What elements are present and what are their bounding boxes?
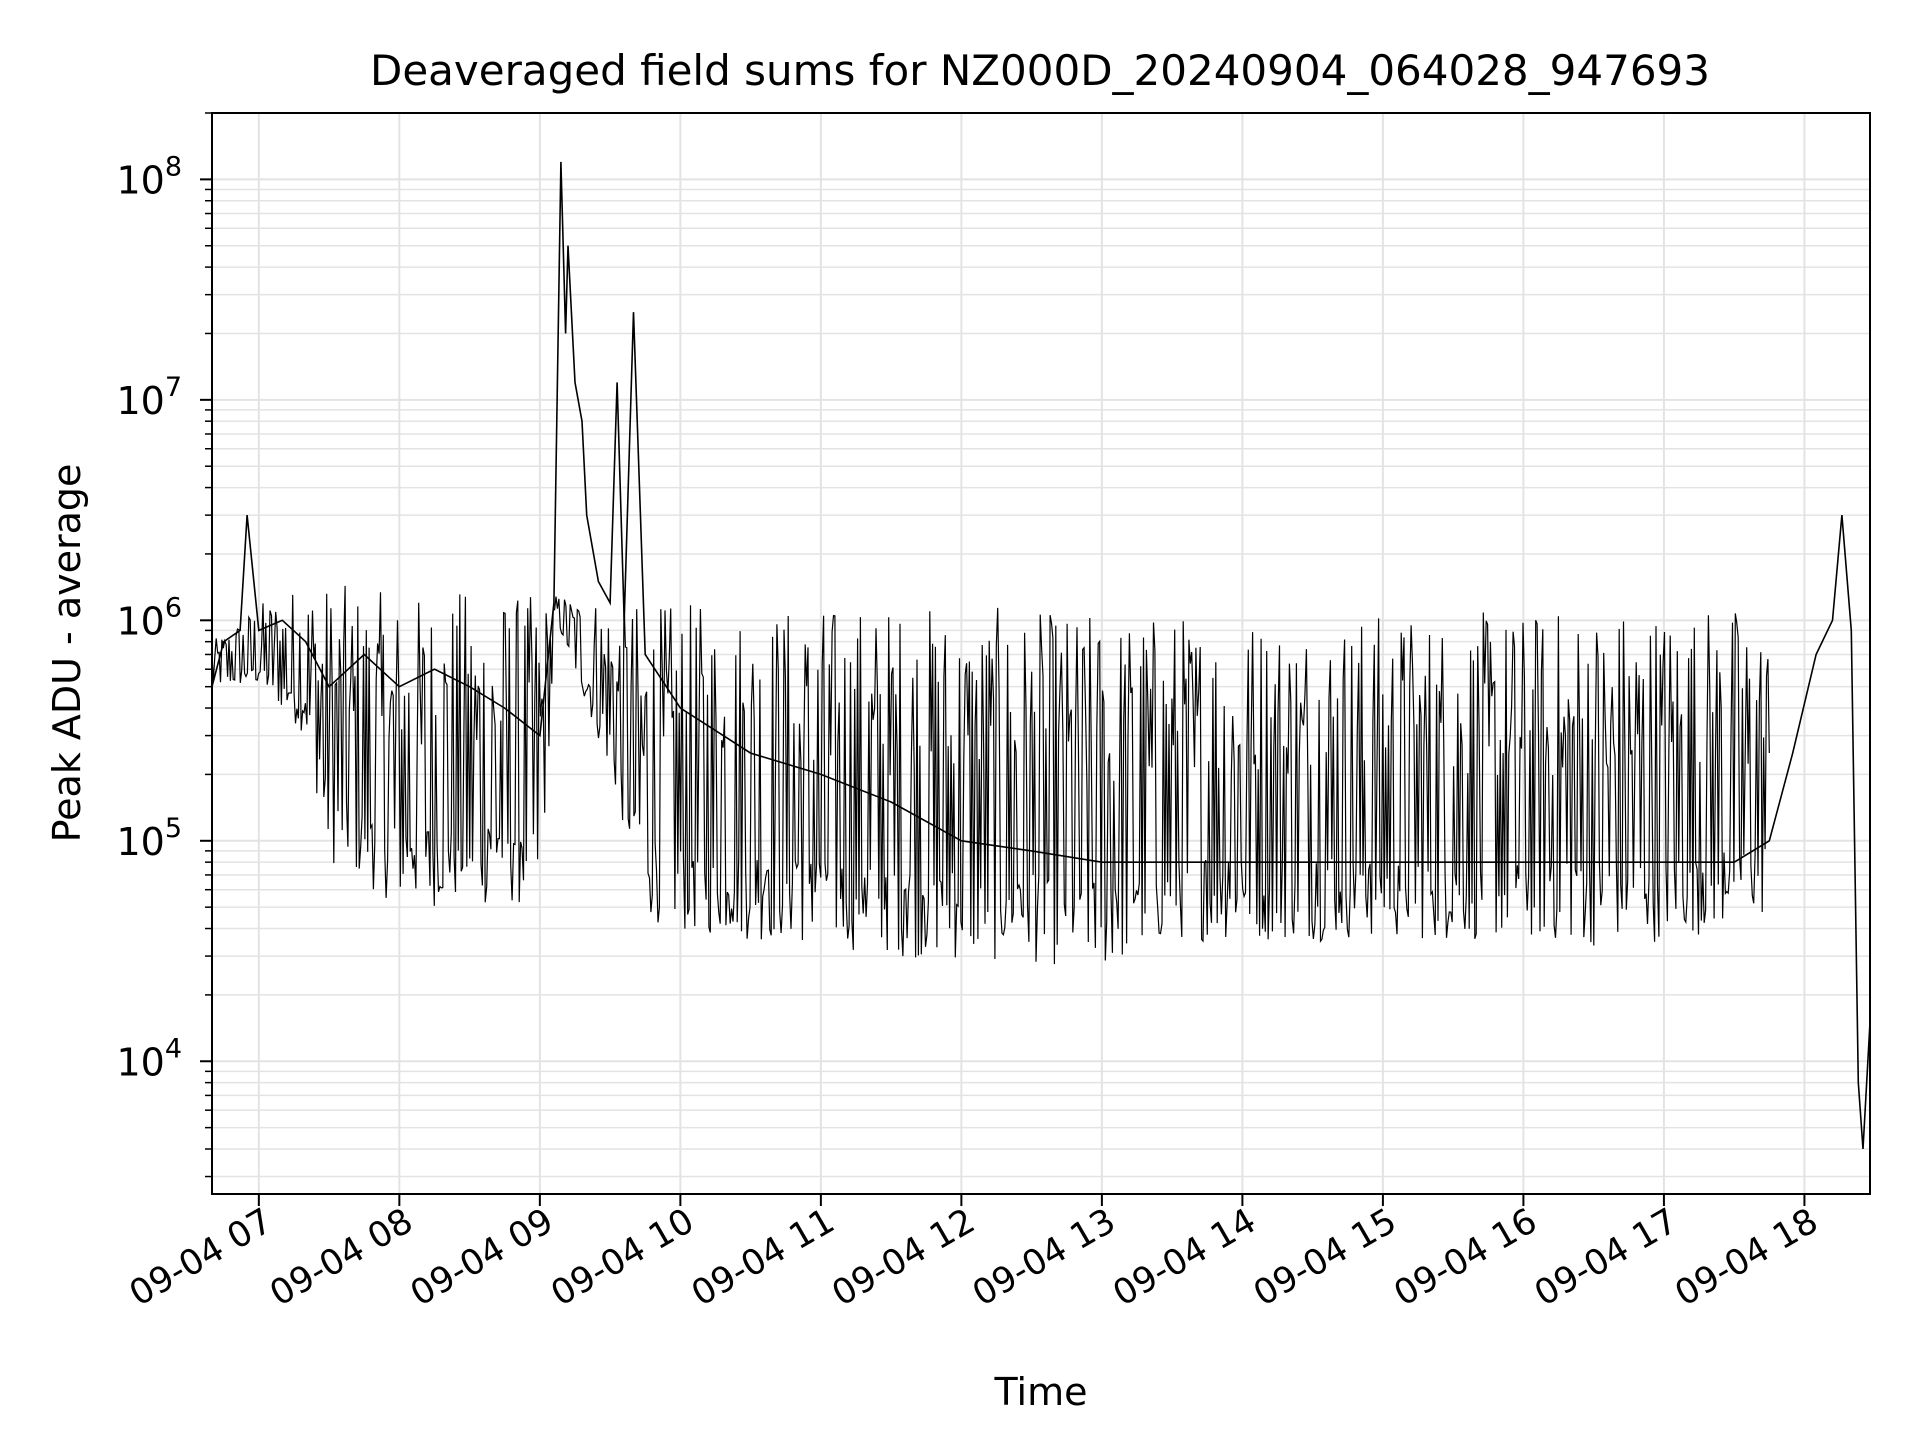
y-tick-label: 104 bbox=[116, 1033, 182, 1084]
y-tick-label: 107 bbox=[116, 372, 182, 423]
x-axis-label: Time bbox=[994, 1370, 1088, 1414]
y-axis-label: Peak ADU - average bbox=[45, 464, 89, 843]
series-line bbox=[211, 161, 1871, 1150]
data-trace bbox=[211, 161, 1871, 1150]
data-trace-band bbox=[211, 585, 1770, 965]
y-tick-label: 108 bbox=[116, 151, 182, 202]
y-tick-label: 105 bbox=[116, 813, 182, 864]
chart-title: Deaveraged field sums for NZ000D_2024090… bbox=[370, 46, 1710, 95]
noise-band-path bbox=[211, 585, 1770, 965]
plot-frame bbox=[211, 112, 1871, 1195]
y-tick-label: 106 bbox=[116, 592, 182, 643]
y-axis: 104 105 106 107 108 bbox=[116, 112, 212, 1178]
